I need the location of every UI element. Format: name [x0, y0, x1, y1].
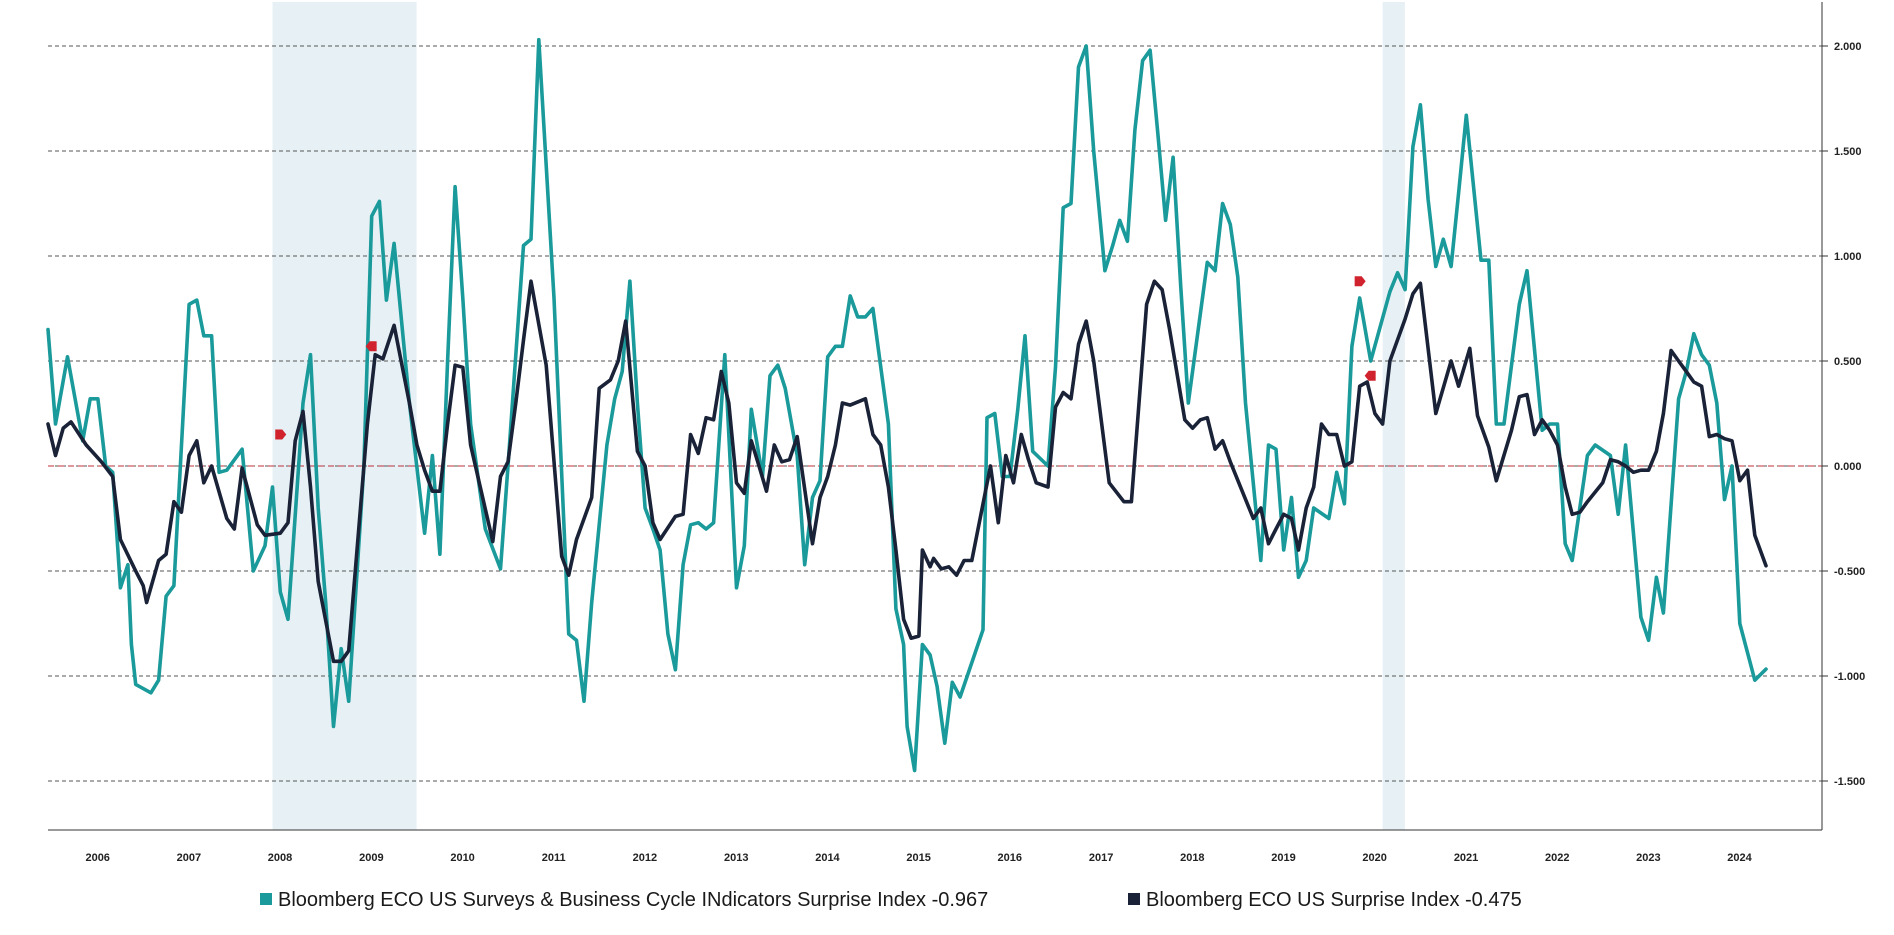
x-tick-label: 2013	[724, 852, 748, 864]
y-tick-label: 2.000	[1834, 41, 1862, 53]
axes: 2.000 1.500 1.000 0.500 0.000 -0.500 -1.000 -1.…	[48, 2, 1865, 864]
shaded-period-1	[1382, 2, 1405, 830]
x-tick-label: 2015	[906, 852, 930, 864]
x-tick-label: 2011	[542, 852, 566, 864]
x-tick-label: 2017	[1089, 852, 1113, 864]
legend: Bloomberg ECO US Surveys & Business Cycl…	[260, 889, 1522, 911]
shaded-period-0	[272, 2, 417, 830]
series-lines	[46, 37, 1768, 773]
legend-label-1: Bloomberg ECO US Surprise Index -0.475	[1146, 889, 1522, 911]
x-tick-label: 2016	[998, 852, 1022, 864]
x-tick-label: 2006	[85, 852, 109, 864]
event-marker	[365, 341, 377, 352]
y-tick-label: -0.500	[1834, 566, 1865, 578]
y-tick-label: -1.500	[1834, 776, 1865, 788]
x-tick-label: 2023	[1636, 852, 1660, 864]
x-tick-label: 2010	[450, 852, 474, 864]
x-tick-label: 2007	[177, 852, 201, 864]
event-marker	[275, 429, 287, 440]
x-tick-label: 2009	[359, 852, 383, 864]
y-tick-label: 1.000	[1834, 251, 1862, 263]
y-tick-label: 0.000	[1834, 461, 1862, 473]
x-tick-label: 2024	[1727, 852, 1752, 864]
legend-label-0: Bloomberg ECO US Surveys & Business Cycl…	[278, 889, 988, 911]
legend-swatch-0	[260, 893, 272, 905]
legend-swatch-1	[1128, 893, 1140, 905]
x-tick-label: 2019	[1271, 852, 1295, 864]
y-tick-label: -1.000	[1834, 671, 1865, 683]
x-tick-label: 2020	[1362, 852, 1386, 864]
x-tick-label: 2012	[633, 852, 657, 864]
x-tick-label: 2022	[1545, 852, 1569, 864]
shaded-periods	[272, 2, 1405, 830]
event-marker	[1364, 370, 1376, 381]
x-tick-label: 2014	[815, 852, 840, 864]
x-tick-label: 2008	[268, 852, 292, 864]
y-tick-label: 1.500	[1834, 146, 1862, 158]
markers	[275, 276, 1376, 440]
x-tick-label: 2021	[1454, 852, 1478, 864]
series-line-1	[46, 279, 1768, 664]
event-marker	[1354, 276, 1366, 287]
x-tick-label: 2018	[1180, 852, 1204, 864]
y-tick-label: 0.500	[1834, 356, 1862, 368]
